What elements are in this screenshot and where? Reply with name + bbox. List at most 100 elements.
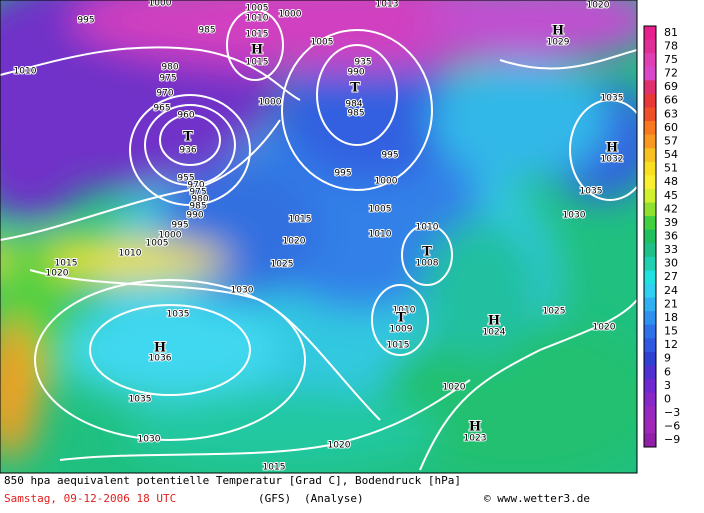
legend-swatch <box>644 134 656 149</box>
isobar-label: 1015 <box>55 259 78 269</box>
legend-swatch <box>644 379 656 394</box>
legend-swatch <box>644 351 656 367</box>
isobar-label: 1020 <box>46 269 69 279</box>
isobar-label: 1000 <box>279 10 302 20</box>
isobar-label: 1020 <box>328 441 351 451</box>
isobar-label: 985 <box>198 26 215 36</box>
pressure-center: H <box>469 420 481 435</box>
legend-swatch <box>644 188 656 204</box>
pressure-center: T <box>350 81 360 96</box>
pressure-center: H <box>552 24 564 39</box>
pressure-center: H <box>154 341 166 356</box>
isobar-label: 1029 <box>547 38 570 48</box>
isobar-label: 1036 <box>149 354 172 364</box>
isobar-label: 960 <box>177 111 194 121</box>
legend-swatch <box>644 419 656 434</box>
pressure-center: H <box>251 43 263 58</box>
legend-label: 9 <box>664 352 671 365</box>
legend-label: 69 <box>664 80 678 93</box>
legend-swatch <box>644 284 656 299</box>
isobar-label: 1010 <box>14 67 37 77</box>
isobar-label: 1010 <box>393 306 416 316</box>
caption: 850 hpa aequivalent potentielle Temperat… <box>4 474 461 487</box>
isobar-label: 1009 <box>390 325 413 335</box>
legend-swatch <box>644 256 656 271</box>
isobar-label: 1005 <box>369 205 392 215</box>
isobar-label: 995 <box>77 16 94 26</box>
isobar-label: 1010 <box>369 230 392 240</box>
legend-swatch <box>644 80 656 95</box>
isobar-label: 1023 <box>464 434 487 444</box>
pressure-center: H <box>606 141 618 156</box>
legend-label: 0 <box>664 392 671 405</box>
legend-swatch <box>644 338 656 353</box>
legend-label: 24 <box>664 284 678 297</box>
isobar-label: 980 <box>161 63 178 73</box>
legend-swatch <box>644 148 656 163</box>
isobar-label: 970 <box>156 89 173 99</box>
isobar-label: 1035 <box>601 94 624 104</box>
legend-swatch <box>644 66 656 81</box>
isobar-label: 1030 <box>231 286 254 296</box>
isobar-label: 995 <box>334 169 351 179</box>
isobar-label: 936 <box>179 146 196 156</box>
legend-label: 54 <box>664 148 678 161</box>
isobar-label: 1015 <box>289 215 312 225</box>
legend-label: 63 <box>664 107 678 120</box>
temperature-field <box>0 0 637 473</box>
legend-label: 3 <box>664 379 671 392</box>
pressure-center: T <box>422 245 432 260</box>
isobar-label: 1005 <box>146 239 169 249</box>
legend-swatch <box>644 311 656 326</box>
isobar-label: 1010 <box>416 223 439 233</box>
legend-swatch <box>644 121 656 136</box>
isobar-label: 1000 <box>375 177 398 187</box>
isobar-label: 1020 <box>587 1 610 11</box>
isobar-label: 985 <box>189 202 206 212</box>
credit: © www.wetter3.de <box>484 492 590 505</box>
legend-frame <box>643 25 657 448</box>
pressure-center: T <box>183 130 193 145</box>
isobar-label: 975 <box>189 188 206 198</box>
legend-label: −9 <box>664 433 680 446</box>
legend-swatch <box>644 93 656 108</box>
legend-label: 27 <box>664 270 678 283</box>
isobar-label: 1010 <box>246 14 269 24</box>
legend-swatch <box>644 26 656 41</box>
isobar-label: 935 <box>354 58 371 68</box>
isobar-label: 1035 <box>129 395 152 405</box>
legend-swatch <box>644 324 656 339</box>
isobars <box>0 9 637 471</box>
isobar-label: 990 <box>186 211 203 221</box>
legend-label: 33 <box>664 243 678 256</box>
isobar-label: 1013 <box>376 0 399 10</box>
legend-label: 36 <box>664 230 678 243</box>
isobar-label: 995 <box>381 151 398 161</box>
isobar-label: 995 <box>171 221 188 231</box>
isobar-label: 1030 <box>138 435 161 445</box>
legend-label: 15 <box>664 325 678 338</box>
isobar-label: 1015 <box>387 341 410 351</box>
isobar-label: 1000 <box>159 231 182 241</box>
legend-swatch <box>644 365 656 380</box>
isobar-label: 1005 <box>311 38 334 48</box>
isobar-label: 980 <box>191 195 208 205</box>
isobar-label: 1000 <box>259 98 282 108</box>
legend-label: 6 <box>664 365 671 378</box>
isobar-label: 1020 <box>443 383 466 393</box>
isobar-label: 965 <box>153 104 170 114</box>
isobar-label: 1000 <box>149 0 172 9</box>
legend-label: 30 <box>664 257 678 270</box>
legend-label: 12 <box>664 338 678 351</box>
legend-label: 72 <box>664 67 678 80</box>
legend-swatch <box>644 433 656 448</box>
isobar-label: 1008 <box>416 259 439 269</box>
isobar-label: 1020 <box>283 237 306 247</box>
isobar-label: 1015 <box>246 58 269 68</box>
legend-swatch <box>644 406 656 421</box>
legend-label: 51 <box>664 162 678 175</box>
pressure-center: T <box>396 311 406 326</box>
legend-label: −3 <box>664 406 680 419</box>
